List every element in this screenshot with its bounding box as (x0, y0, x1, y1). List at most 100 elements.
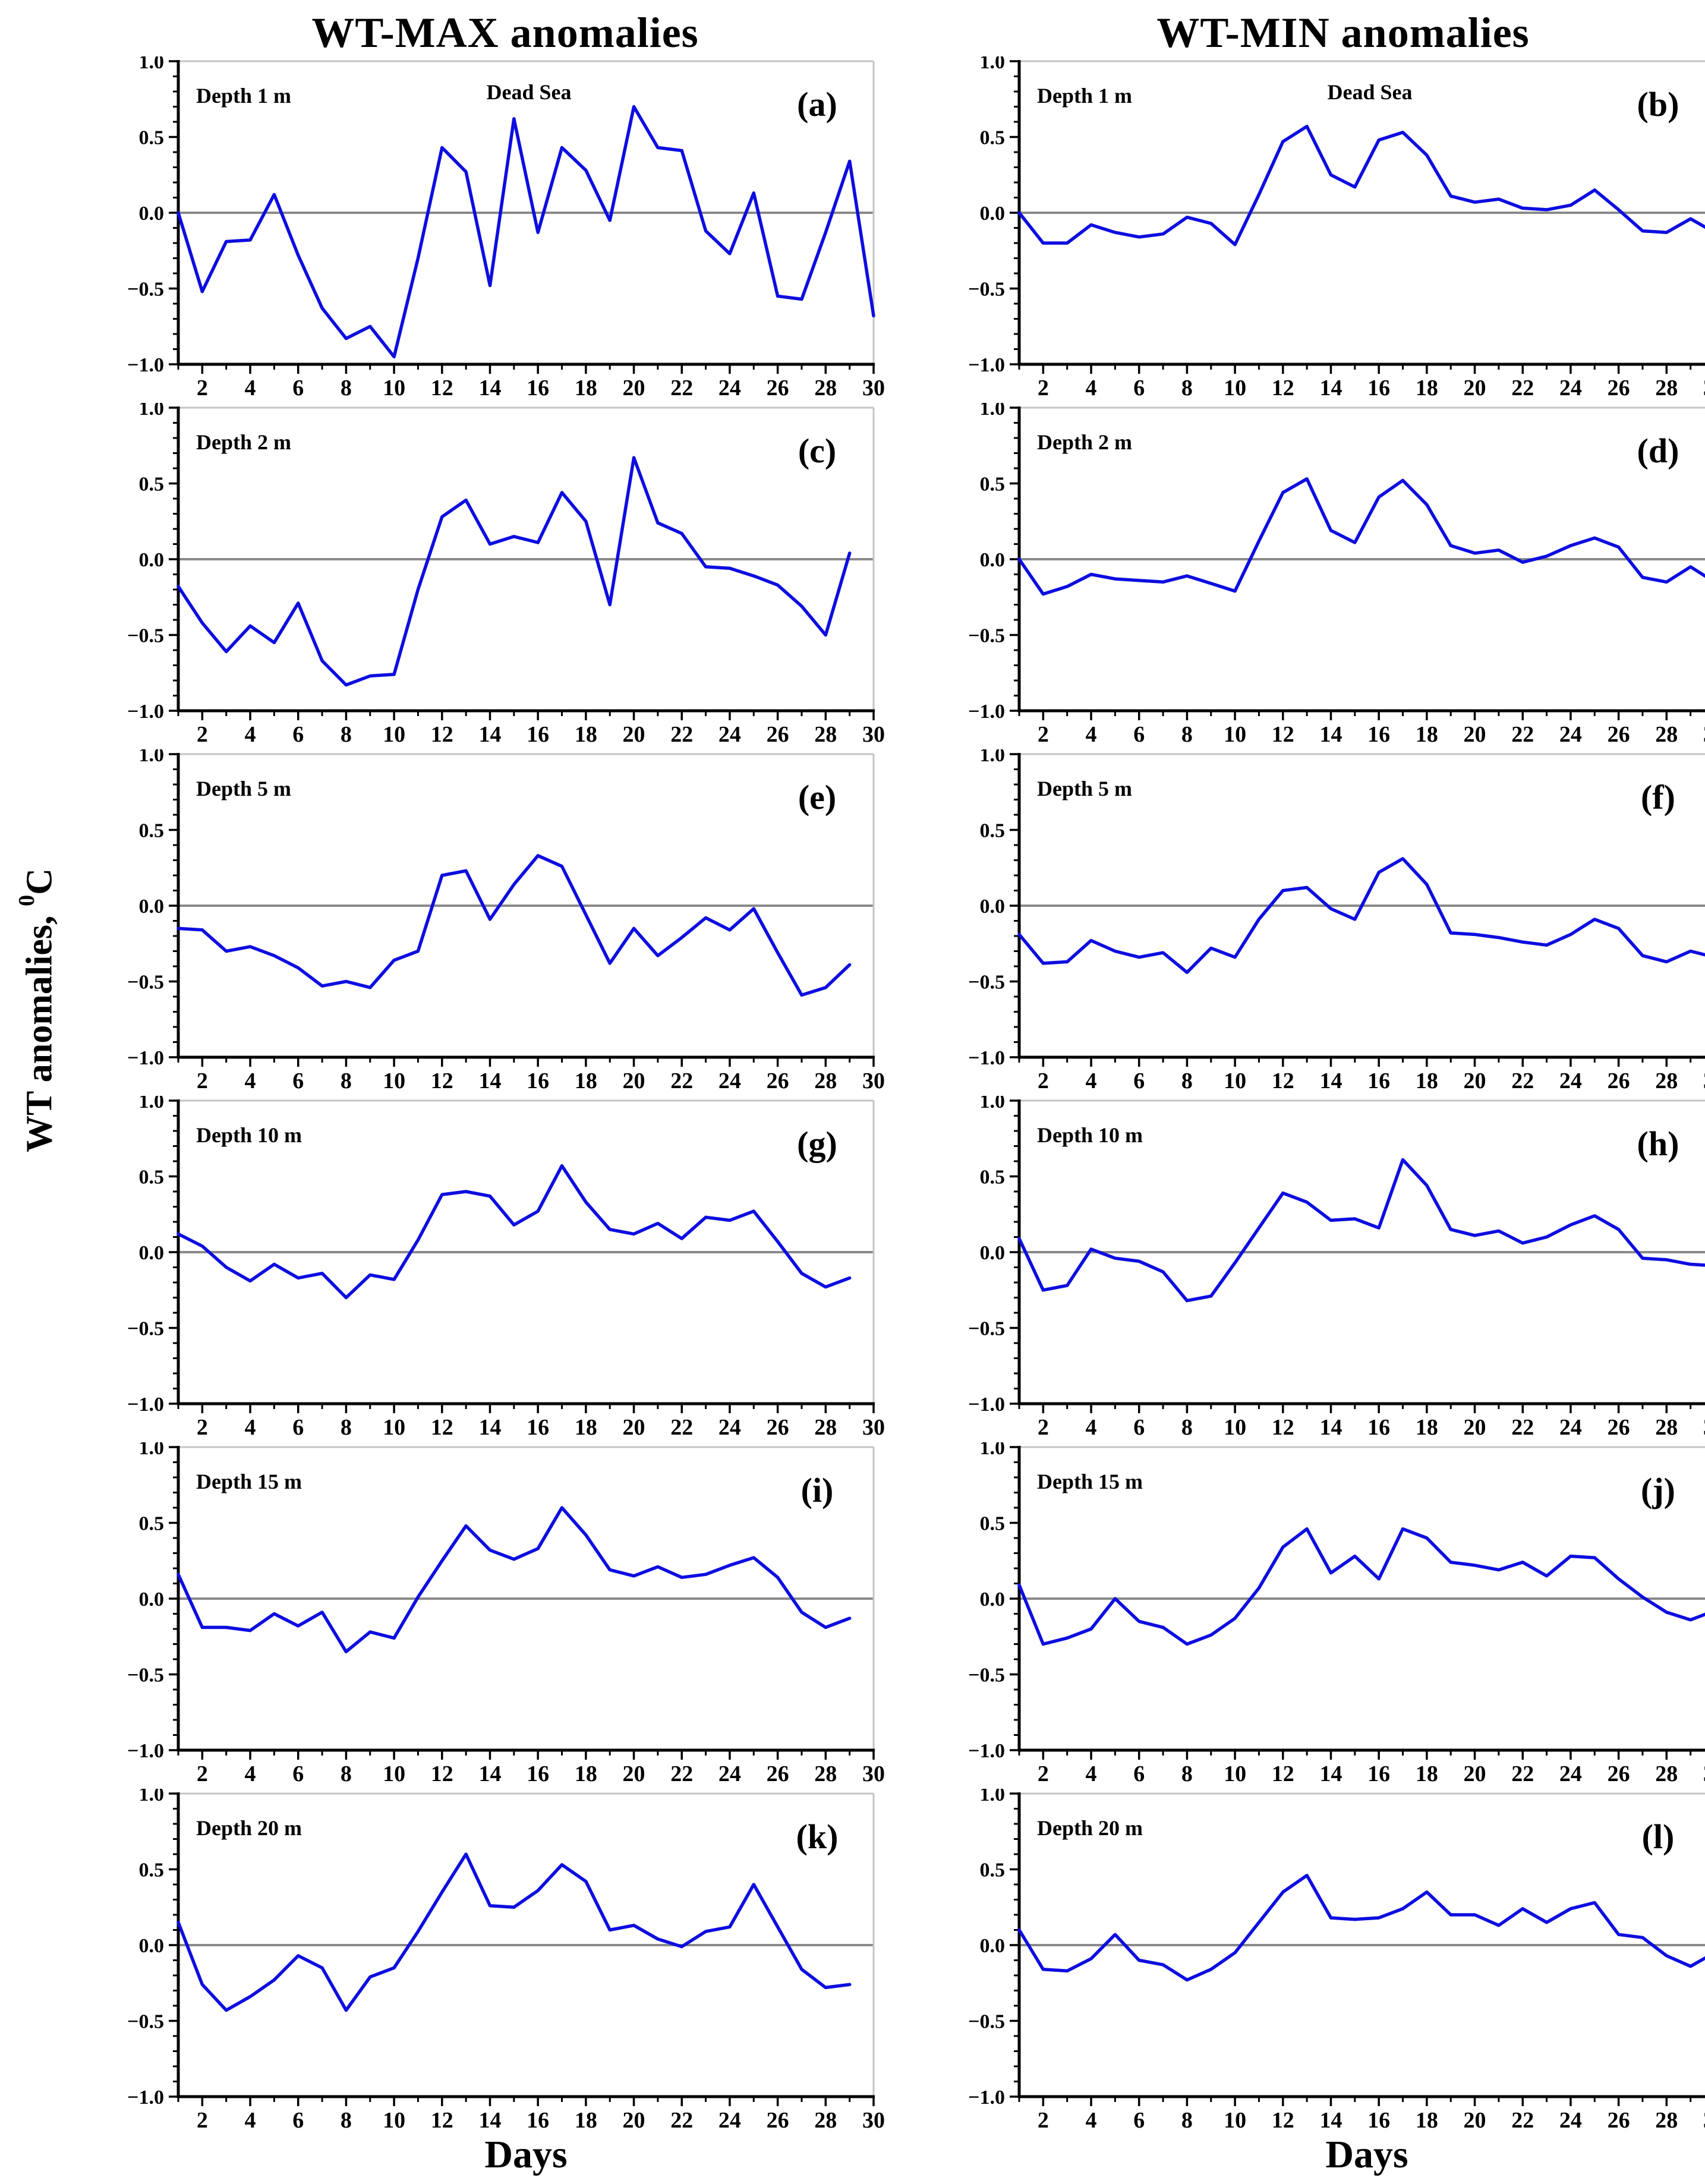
panel-letter: (h) (1637, 1124, 1679, 1163)
x-tick-label: 14 (478, 722, 501, 747)
depth-label: Depth 10 m (1037, 1123, 1143, 1147)
x-tick-label: 16 (1367, 2108, 1390, 2133)
x-tick-label: 14 (1319, 1069, 1342, 1093)
y-tick-label: 0.0 (980, 203, 1006, 225)
x-tick-label: 28 (1655, 1415, 1678, 1440)
x-tick-label: 22 (670, 1069, 693, 1093)
x-tick-label: 10 (383, 1069, 405, 1093)
x-tick-label: 28 (1655, 1069, 1678, 1093)
x-tick-label: 20 (1464, 722, 1486, 747)
x-tick-label: 16 (1367, 1415, 1390, 1440)
panel-letter: (i) (801, 1471, 834, 1509)
x-tick-label: 14 (478, 1761, 501, 1786)
x-tick-label: 20 (623, 1761, 645, 1786)
chart-panel-h: 1.00.50.0−0.5−1.02 4 6 8 10 12 14 16 18 20 22 24 26 2… (968, 1096, 1705, 1440)
x-tick-label: 18 (575, 2108, 597, 2133)
data-line (177, 1506, 852, 1654)
x-tick-label: 20 (623, 376, 645, 401)
y-tick-label: 0.5 (980, 1513, 1006, 1535)
chart-panel-k: 1.00.50.0−0.5−1.02 4 6 8 10 12 14 16 18 20 22 24 26 2… (127, 1789, 885, 2133)
y-tick-label: 0.5 (980, 1167, 1006, 1189)
panel-letter: (f) (1641, 778, 1675, 817)
x-tick-label: 20 (1464, 1415, 1486, 1440)
x-tick-label: 28 (814, 376, 837, 401)
x-tick-label: 8 (1181, 2108, 1193, 2133)
y-tick-label: −0.5 (968, 1318, 1005, 1340)
x-tick-label: 2 (197, 1069, 208, 1093)
x-tick-label: 28 (1655, 722, 1678, 747)
panel-letter: (a) (797, 85, 837, 124)
y-tick-label: −0.5 (127, 2011, 164, 2033)
y-tick-label: 1.0 (139, 749, 165, 766)
y-tick-label: 0.0 (139, 203, 165, 225)
x-tick-label: 8 (341, 1415, 352, 1440)
x-tick-label: 26 (1608, 1069, 1630, 1093)
data-line (177, 105, 875, 359)
x-tick-label: 26 (1608, 722, 1630, 747)
x-tick-label: 14 (1319, 1761, 1342, 1786)
y-tick-label: −1.0 (968, 1740, 1005, 1762)
x-tick-label: 30 (1703, 1415, 1705, 1440)
x-tick-label: 20 (623, 1415, 645, 1440)
panel-letter: (e) (798, 778, 836, 817)
x-tick-label: 12 (1272, 1069, 1294, 1093)
x-tick-label: 2 (1038, 722, 1049, 747)
x-tick-label: 26 (767, 722, 789, 747)
chart-panel-f: 1.00.50.0−0.5−1.02 4 6 8 10 12 14 16 18 20 22 24 26 2… (968, 749, 1705, 1093)
x-tick-label: 6 (1133, 376, 1145, 401)
x-tick-label: 28 (814, 2108, 837, 2133)
x-tick-label: 8 (341, 1069, 352, 1093)
x-tick-label: 22 (1511, 1415, 1534, 1440)
x-tick-label: 28 (814, 1069, 837, 1093)
y-axis-title-text: WT anomalies, (19, 906, 60, 1152)
x-tick-label: 30 (1703, 2108, 1705, 2133)
x-tick-label: 10 (1224, 376, 1246, 401)
data-line (177, 1164, 852, 1300)
y-tick-label: 0.0 (980, 1935, 1006, 1957)
x-tick-label: 2 (1038, 1761, 1049, 1786)
y-tick-label: −1.0 (968, 701, 1005, 723)
x-tick-label: 6 (292, 1069, 304, 1093)
x-tick-label: 16 (527, 2108, 549, 2133)
depth-label: Depth 1 m (196, 84, 291, 108)
x-tick-label: 6 (292, 722, 304, 747)
y-tick-label: 1.0 (139, 1442, 165, 1459)
y-tick-label: −1.0 (968, 354, 1005, 376)
x-tick-label: 16 (1367, 376, 1390, 401)
data-line (1017, 1873, 1705, 1982)
y-tick-label: 0.0 (139, 1589, 165, 1611)
x-tick-label: 4 (1086, 722, 1097, 747)
x-tick-label: 22 (1511, 2108, 1534, 2133)
x-tick-label: 20 (1464, 1761, 1486, 1786)
y-tick-label: −0.5 (127, 972, 164, 994)
x-tick-label: 10 (1224, 1761, 1246, 1786)
x-tick-label: 18 (1416, 2108, 1438, 2133)
x-tick-label: 2 (1038, 2108, 1049, 2133)
x-tick-label: 8 (1181, 376, 1193, 401)
y-tick-label: 0.0 (980, 1242, 1006, 1264)
x-tick-label: 2 (197, 722, 208, 747)
x-tick-label: 18 (575, 722, 597, 747)
x-tick-label: 2 (197, 1415, 208, 1440)
y-tick-label: 0.5 (139, 820, 165, 842)
x-tick-label: 12 (431, 1069, 453, 1093)
x-tick-label: 6 (1133, 722, 1145, 747)
x-tick-label: 6 (292, 2108, 304, 2133)
y-tick-label: 0.0 (980, 1589, 1006, 1611)
x-tick-label: 10 (383, 722, 405, 747)
x-tick-label: 6 (1133, 1415, 1145, 1440)
x-tick-label: 30 (862, 1415, 885, 1440)
x-tick-label: 18 (575, 1069, 597, 1093)
y-tick-label: 0.0 (139, 1935, 165, 1957)
depth-label: Depth 15 m (1037, 1470, 1143, 1493)
x-tick-label: 24 (1559, 1069, 1582, 1093)
x-tick-label: 8 (341, 376, 352, 401)
chart-panel-b: 1.00.50.0−0.5−1.02 4 6 8 10 12 14 16 18 20 22 24 26 2… (968, 56, 1705, 401)
x-tick-label: 14 (1319, 1415, 1342, 1440)
x-tick-label: 10 (383, 376, 405, 401)
x-tick-label: 28 (814, 1761, 837, 1786)
x-tick-label: 20 (1464, 1069, 1486, 1093)
x-tick-label: 12 (431, 376, 453, 401)
x-tick-label: 2 (197, 376, 208, 401)
x-tick-label: 6 (292, 1761, 304, 1786)
